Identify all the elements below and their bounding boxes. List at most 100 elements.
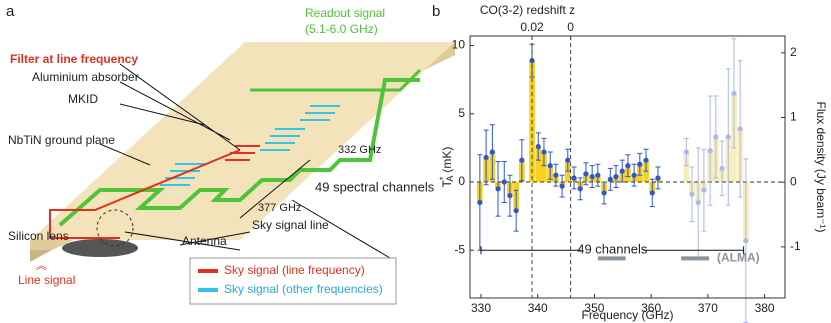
x-tick-label: 330	[471, 301, 491, 315]
point	[595, 172, 601, 178]
channel-label: 49 channels	[577, 242, 648, 257]
line-filter	[49, 145, 260, 239]
lens	[62, 239, 138, 257]
x-axis-label: Frequency (GHz)	[581, 308, 673, 322]
panel-letter: b	[432, 3, 440, 20]
point	[565, 157, 571, 163]
point	[637, 161, 643, 167]
y2-axis-label: Flux density (Jy beam⁻¹)	[814, 101, 828, 232]
point	[601, 190, 607, 196]
point	[713, 134, 719, 140]
label: Readout signal	[305, 6, 385, 20]
y2-tick-label: -1	[790, 239, 801, 253]
alma-label: (ALMA)	[717, 251, 760, 265]
point	[731, 90, 737, 96]
label: Sky signal line	[252, 218, 329, 232]
point	[559, 183, 565, 189]
label: (5.1-6.0 GHz)	[305, 22, 378, 36]
top-axis-label: CO(3-2) redshift z	[480, 3, 575, 17]
label: Antenna	[182, 234, 227, 248]
y-axis-label: T*A (mK)	[438, 147, 455, 188]
panel-letter: a	[6, 3, 15, 20]
point	[743, 238, 749, 244]
x-tick-label: 370	[698, 301, 718, 315]
label: 332 GHz	[338, 144, 381, 156]
label: NbTiN ground plane	[8, 133, 115, 147]
point	[501, 179, 507, 185]
point	[489, 149, 495, 155]
point	[477, 199, 483, 206]
y2-tick-label: 1	[790, 110, 797, 124]
axes-box	[469, 35, 786, 299]
bar	[541, 151, 547, 183]
y-axis-label-part: A	[445, 176, 455, 182]
point	[589, 173, 595, 180]
feedline	[58, 78, 420, 227]
point	[683, 149, 689, 155]
label: Line signal	[18, 273, 75, 287]
chart: 330 340 350 360 370 380 -5 0 5 10 -1 0 1 2 0.02 0 CO(3-2…	[438, 3, 828, 323]
y-axis-label-part: T	[440, 179, 454, 187]
point	[553, 172, 559, 178]
y-tick-label: 5	[458, 106, 465, 120]
y-tick-label: 0	[458, 174, 465, 188]
y-axis-label-part: *	[438, 176, 448, 180]
point	[577, 186, 583, 192]
x-tick-label: 340	[528, 301, 548, 315]
point	[607, 176, 613, 182]
point	[613, 173, 619, 180]
leader-lines	[99, 63, 391, 259]
y2-tick-label: 0	[790, 174, 797, 188]
label: 377 GHz	[258, 202, 301, 214]
x-tick-label: 360	[641, 301, 661, 315]
point	[719, 165, 725, 171]
point	[737, 126, 743, 132]
filters	[160, 105, 340, 186]
point	[547, 163, 553, 169]
top-tick-label: 0.02	[520, 20, 544, 34]
label: Aluminium absorber	[32, 70, 139, 84]
point	[619, 168, 625, 174]
legend-entry: Sky signal (line frequency)	[224, 263, 365, 277]
feedline-b	[250, 68, 422, 92]
point	[507, 193, 513, 199]
point	[631, 172, 637, 178]
label: Filter at line frequency	[10, 52, 138, 66]
y-tick-label: -5	[454, 242, 465, 256]
point	[625, 163, 631, 169]
point	[689, 191, 695, 197]
bar	[535, 146, 542, 183]
point	[519, 157, 525, 163]
point	[725, 134, 731, 140]
x-tick-label: 350	[584, 301, 604, 315]
point	[701, 187, 707, 193]
top-tick-label: 0	[567, 20, 574, 34]
arrow: ︽	[36, 260, 47, 272]
channel-span	[480, 246, 745, 255]
point	[649, 190, 655, 196]
point	[513, 208, 519, 214]
legend-box	[189, 257, 397, 305]
x-tick-label: 380	[755, 301, 775, 315]
legend-entry: Sky signal (other frequencies)	[224, 282, 383, 296]
label: MKID	[68, 92, 98, 106]
point	[707, 148, 713, 154]
label: 49 spectral channels	[315, 179, 435, 194]
point	[535, 143, 541, 150]
point	[483, 154, 489, 161]
label: Silicon lens	[8, 229, 69, 243]
point	[643, 157, 649, 163]
point	[655, 175, 661, 181]
bar	[683, 151, 690, 183]
point	[571, 175, 577, 181]
y-axis-label-part: (mK)	[440, 147, 454, 173]
antenna-ring	[96, 209, 134, 247]
point	[695, 199, 701, 206]
point	[583, 171, 589, 177]
point	[495, 186, 501, 192]
point	[541, 149, 547, 155]
y-tick-label: 10	[452, 38, 466, 52]
y2-tick-label: 2	[790, 45, 797, 59]
